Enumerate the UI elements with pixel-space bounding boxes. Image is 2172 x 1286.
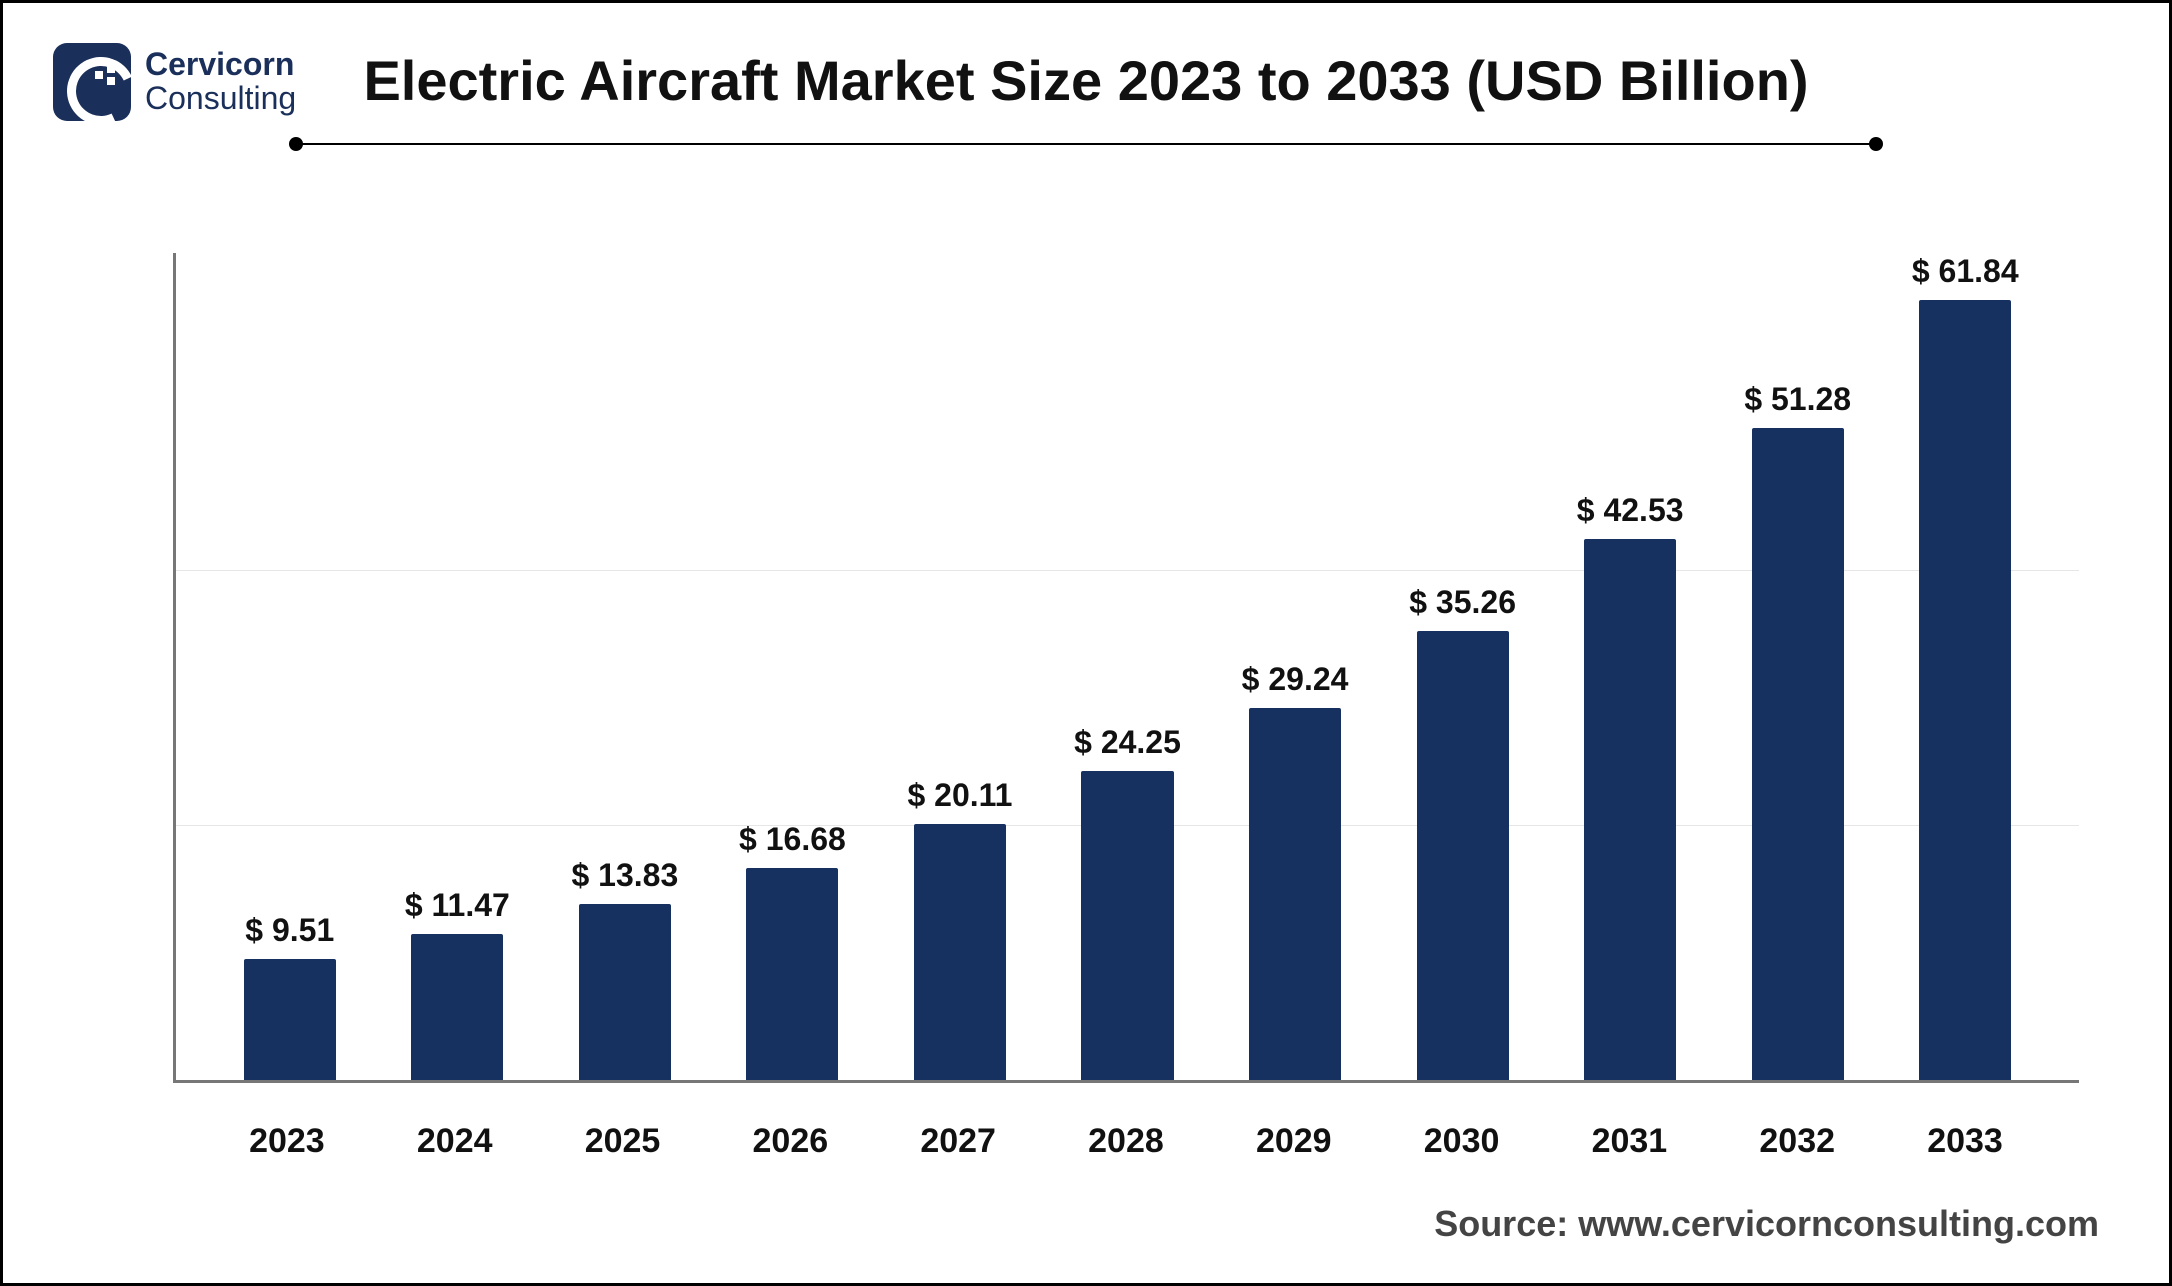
bar — [1249, 708, 1341, 1080]
bar-value-label: $ 24.25 — [1074, 724, 1181, 761]
bar-column: $ 11.47 — [374, 253, 542, 1080]
bar-column: $ 24.25 — [1044, 253, 1212, 1080]
bar-column: $ 20.11 — [876, 253, 1044, 1080]
bar-value-label: $ 9.51 — [245, 912, 334, 949]
x-axis-label: 2024 — [371, 1122, 539, 1161]
bar-column: $ 35.26 — [1379, 253, 1547, 1080]
bar-value-label: $ 61.84 — [1912, 253, 2019, 290]
bar — [914, 824, 1006, 1080]
plot-area: $ 9.51 $ 11.47 $ 13.83 $ 16.68 $ 20.11 $ 24.2… — [173, 253, 2079, 1083]
x-axis-labels: 2023202420252026202720282029203020312032… — [173, 1122, 2079, 1161]
bar-value-label: $ 11.47 — [405, 887, 510, 924]
x-axis-label: 2030 — [1378, 1122, 1546, 1161]
bar-column: $ 9.51 — [206, 253, 374, 1080]
bar-value-label: $ 29.24 — [1242, 661, 1349, 698]
bar-value-label: $ 51.28 — [1744, 381, 1851, 418]
logo-line2: Consulting — [145, 82, 296, 116]
bar-value-label: $ 42.53 — [1577, 492, 1684, 529]
bars-container: $ 9.51 $ 11.47 $ 13.83 $ 16.68 $ 20.11 $ 24.2… — [176, 253, 2079, 1080]
x-axis-label: 2026 — [706, 1122, 874, 1161]
x-axis-label: 2033 — [1881, 1122, 2049, 1161]
chart-title: Electric Aircraft Market Size 2023 to 20… — [53, 48, 2119, 113]
brand-logo: Cervicorn Consulting — [53, 43, 296, 121]
bar-chart: $ 9.51 $ 11.47 $ 13.83 $ 16.68 $ 20.11 $ 24.2… — [173, 253, 2079, 1083]
bar — [1417, 631, 1509, 1080]
bar — [1752, 428, 1844, 1080]
bar-value-label: $ 20.11 — [907, 777, 1012, 814]
bar — [1584, 539, 1676, 1080]
source-attribution: Source: www.cervicornconsulting.com — [1434, 1203, 2099, 1245]
x-axis-label: 2025 — [539, 1122, 707, 1161]
bar — [746, 868, 838, 1080]
bar-column: $ 29.24 — [1211, 253, 1379, 1080]
bar — [579, 904, 671, 1080]
x-axis-label: 2027 — [874, 1122, 1042, 1161]
bar-column: $ 42.53 — [1546, 253, 1714, 1080]
bar — [1919, 300, 2011, 1080]
bar-value-label: $ 16.68 — [739, 821, 846, 858]
x-axis-label: 2023 — [203, 1122, 371, 1161]
chart-frame: Cervicorn Consulting Electric Aircraft M… — [0, 0, 2172, 1286]
bar-column: $ 51.28 — [1714, 253, 1882, 1080]
bar — [411, 934, 503, 1080]
x-axis-label: 2031 — [1546, 1122, 1714, 1161]
logo-text: Cervicorn Consulting — [145, 48, 296, 115]
title-divider — [296, 143, 1876, 145]
logo-icon — [53, 43, 131, 121]
bar-column: $ 16.68 — [709, 253, 877, 1080]
bar-value-label: $ 13.83 — [571, 857, 678, 894]
bar — [244, 959, 336, 1080]
bar-value-label: $ 35.26 — [1409, 584, 1516, 621]
x-axis-label: 2028 — [1042, 1122, 1210, 1161]
bar — [1081, 771, 1173, 1080]
x-axis-label: 2032 — [1713, 1122, 1881, 1161]
bar-column: $ 13.83 — [541, 253, 709, 1080]
x-axis-label: 2029 — [1210, 1122, 1378, 1161]
logo-line1: Cervicorn — [145, 48, 296, 82]
bar-column: $ 61.84 — [1881, 253, 2049, 1080]
